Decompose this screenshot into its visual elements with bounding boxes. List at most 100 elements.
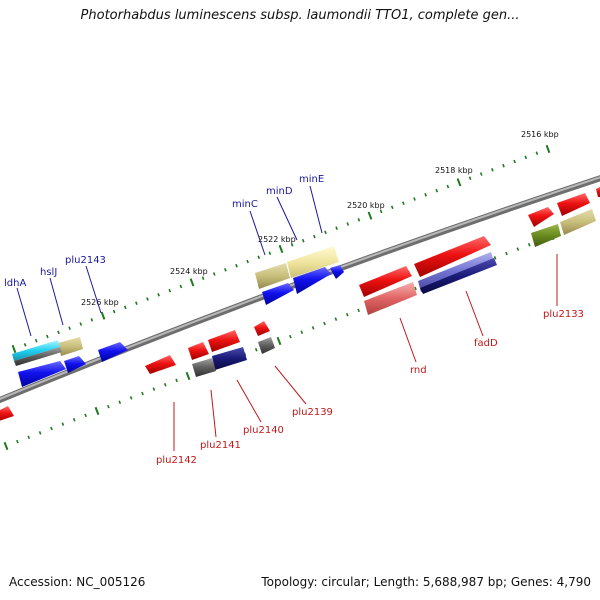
feature-red-arrow[interactable]: [254, 321, 270, 336]
feature-navy-block[interactable]: [420, 258, 497, 294]
feature-khaki-block[interactable]: [255, 263, 290, 289]
minor-tick: [357, 308, 360, 313]
feature-blue-arrow[interactable]: [330, 265, 344, 279]
feature-navy-block[interactable]: [212, 347, 247, 370]
gene-label-minD[interactable]: minD: [266, 186, 293, 197]
feature-gray-block[interactable]: [192, 358, 216, 377]
minor-tick: [146, 297, 149, 301]
feature-khaki-block[interactable]: [560, 209, 596, 235]
minor-tick: [268, 251, 272, 255]
major-tick: [3, 441, 9, 451]
minor-tick: [301, 238, 305, 243]
minor-tick: [23, 343, 27, 347]
major-tick: [278, 244, 284, 254]
minor-tick: [254, 347, 258, 352]
minor-tick: [414, 286, 417, 291]
minor-tick: [123, 305, 127, 310]
minor-tick: [179, 284, 183, 289]
minor-tick: [152, 387, 156, 391]
minor-tick: [289, 334, 292, 339]
feature-red-arrow[interactable]: [0, 406, 14, 422]
gene-label-plu2141[interactable]: plu2141: [200, 440, 241, 451]
minor-tick: [527, 242, 531, 247]
gene-label-fadD[interactable]: fadD: [474, 338, 498, 349]
minor-tick: [290, 243, 294, 247]
feature-khaki-block[interactable]: [58, 337, 83, 356]
minor-tick: [16, 439, 19, 444]
minor-tick: [135, 301, 138, 305]
minor-tick: [46, 334, 49, 339]
plu2140-leader: [236, 379, 262, 423]
feature-red-arrow[interactable]: [208, 330, 240, 352]
major-tick: [367, 211, 373, 220]
feature-red-arrow[interactable]: [359, 266, 412, 297]
feature-cyan-block[interactable]: [12, 340, 60, 361]
feature-olive-block[interactable]: [531, 224, 561, 247]
scale-label-2524: 2524 kbp: [170, 267, 208, 276]
accession-text: Accession: NC_005126: [9, 575, 146, 589]
gene-label-minE[interactable]: minE: [299, 174, 324, 185]
feature-gray-block[interactable]: [258, 337, 275, 354]
feature-blue-arrow[interactable]: [64, 356, 86, 373]
outer-tick-track: [11, 144, 551, 354]
minor-tick: [90, 318, 94, 322]
gene-label-plu2133[interactable]: plu2133: [543, 309, 584, 320]
minor-tick: [335, 226, 338, 230]
minor-tick: [390, 205, 394, 210]
minor-tick: [201, 276, 205, 280]
minor-tick: [345, 312, 349, 317]
minor-tick: [157, 293, 160, 297]
feature-red-arrow[interactable]: [188, 342, 209, 360]
minor-tick: [246, 259, 249, 264]
plu2139-leader: [274, 365, 307, 405]
gene-label-rnd[interactable]: rnd: [410, 365, 427, 376]
gene-label-plu2143[interactable]: plu2143: [65, 255, 106, 266]
minor-tick: [502, 163, 505, 168]
minE-leader: [309, 185, 323, 234]
minD-leader: [276, 196, 298, 241]
feature-red-arrow[interactable]: [528, 207, 554, 227]
minor-tick: [313, 234, 316, 239]
minor-tick: [129, 396, 133, 400]
feature-red-arrow[interactable]: [557, 193, 590, 216]
feature-blue-arrow[interactable]: [293, 267, 331, 294]
minor-tick: [446, 184, 450, 189]
plu2143-leader: [85, 265, 102, 314]
minor-tick: [524, 155, 528, 160]
gene-label-ldhA[interactable]: ldhA: [4, 278, 26, 289]
feature-gray-block[interactable]: [14, 347, 62, 366]
minor-tick: [324, 230, 327, 235]
minor-tick: [79, 322, 83, 326]
gene-label-plu2140[interactable]: plu2140: [243, 425, 284, 436]
minor-tick: [224, 268, 227, 272]
minor-tick: [118, 400, 122, 405]
minor-tick: [212, 272, 216, 276]
minor-tick: [468, 176, 472, 180]
feature-blue-arrow[interactable]: [98, 342, 128, 362]
feature-red-arrow[interactable]: [596, 186, 600, 197]
gene-label-minC[interactable]: minC: [232, 199, 258, 210]
gene-label-hslJ[interactable]: hslJ: [40, 267, 57, 278]
major-tick: [276, 336, 282, 346]
minor-tick: [175, 378, 178, 383]
feature-pale-yellow-block[interactable]: [287, 246, 339, 278]
feature-blue-arrow[interactable]: [262, 283, 294, 305]
minor-tick: [479, 172, 483, 176]
minor-tick: [346, 222, 350, 226]
minor-tick: [107, 404, 110, 409]
minor-tick: [505, 251, 508, 256]
feature-red-arrow[interactable]: [145, 355, 176, 374]
feature-pink-block[interactable]: [364, 282, 417, 315]
feature-red-arrow-large[interactable]: [414, 236, 491, 277]
feature-blue-arrow[interactable]: [18, 361, 66, 387]
fadD-leader: [465, 290, 484, 337]
plu2141-leader: [210, 389, 217, 438]
gene-label-plu2142[interactable]: plu2142: [156, 455, 197, 466]
genome-summary-text: Topology: circular; Length: 5,688,987 bp…: [261, 575, 591, 589]
major-tick: [185, 371, 191, 381]
ldhA-leader: [16, 287, 32, 337]
gene-label-plu2139[interactable]: plu2139: [292, 407, 333, 418]
minor-tick: [493, 256, 497, 260]
major-tick: [11, 344, 17, 354]
